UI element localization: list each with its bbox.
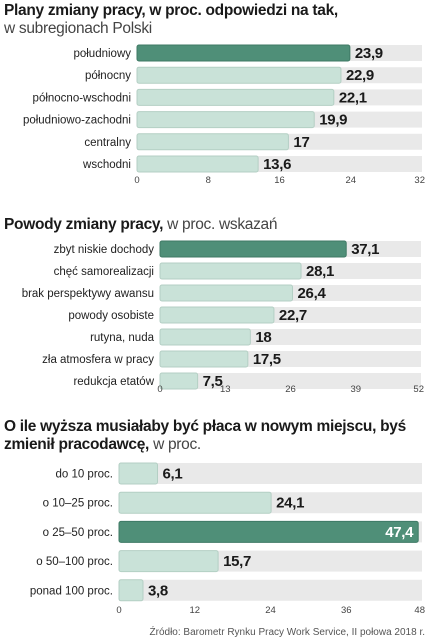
value-label: 23,9	[355, 45, 383, 62]
chart-title-text: O ile wyższa musiałaby być płaca w nowym…	[4, 418, 406, 453]
category-label: chęć samorealizacji	[54, 266, 154, 278]
value-label: 13,6	[263, 156, 291, 173]
category-label: o 50–100 proc.	[36, 556, 113, 568]
tick-label: 52	[413, 384, 424, 395]
category-label: południowo-zachodni	[23, 115, 131, 127]
bar	[159, 306, 275, 324]
value-label: 22,1	[339, 89, 367, 106]
bar	[159, 262, 302, 280]
value-label: 6,1	[163, 466, 183, 483]
chart-title-text: Powody zmiany pracy,	[4, 216, 164, 233]
bar	[159, 328, 251, 346]
category-label: wschodni	[82, 159, 131, 171]
value-label: 22,7	[279, 307, 307, 324]
value-label: 7,5	[203, 373, 223, 390]
category-label: o 10–25 proc.	[43, 498, 113, 510]
value-label: 28,1	[306, 263, 334, 280]
bar-chart-reasons: zbyt niskie dochody 37,1 chęć samorealizac…	[22, 240, 424, 395]
value-label: 24,1	[276, 495, 304, 512]
bar	[136, 88, 335, 106]
chart-subtitle: w subregionach Polski	[4, 20, 152, 37]
tick-label: 39	[350, 384, 361, 395]
category-label: zła atmosfera w pracy	[42, 354, 154, 366]
tick-label: 12	[189, 605, 200, 616]
bar	[118, 520, 419, 543]
value-label: 19,9	[319, 112, 347, 129]
tick-label: 32	[414, 175, 425, 186]
bar	[136, 133, 289, 151]
category-label: do 10 proc.	[55, 469, 113, 481]
bar	[136, 66, 342, 84]
value-label: 37,1	[351, 241, 379, 258]
bar	[159, 240, 347, 258]
value-label: 17,5	[253, 351, 281, 368]
category-label: północno-wschodni	[33, 92, 131, 104]
chart-title: O ile wyższa musiałaby być płaca w nowym…	[4, 418, 429, 454]
tick-label: 13	[220, 384, 231, 395]
value-label: 17	[293, 134, 309, 151]
bar	[159, 284, 294, 302]
bar	[136, 111, 315, 129]
bar	[136, 155, 259, 173]
bar	[118, 462, 159, 485]
tick-label: 24	[345, 175, 356, 186]
chart-subtitle: w proc. wskazań	[167, 216, 278, 233]
tick-label: 24	[265, 605, 276, 616]
tick-label: 8	[206, 175, 211, 186]
chart-salary: O ile wyższa musiałaby być płaca w nowym…	[4, 418, 429, 616]
chart-subtitle: w proc.	[153, 436, 201, 453]
chart-title: Plany zmiany pracy, w proc. odpowiedzi n…	[4, 2, 338, 38]
category-label: zbyt niskie dochody	[54, 244, 155, 256]
bar	[118, 579, 144, 602]
tick-label: 0	[157, 384, 162, 395]
bar-chart-subregions: południowy 23,9 północny 22,9 północno-wscho…	[23, 44, 425, 186]
value-label: 47,4	[385, 524, 414, 541]
bar	[136, 44, 351, 62]
value-label: 15,7	[223, 553, 251, 570]
category-label: brak perspektywy awansu	[22, 288, 154, 300]
chart-title-text: Plany zmiany pracy, w proc. odpowiedzi n…	[4, 2, 338, 19]
tick-label: 16	[274, 175, 285, 186]
value-label: 3,8	[148, 582, 168, 599]
category-label: redukcja etatów	[73, 376, 154, 388]
value-label: 22,9	[346, 67, 374, 84]
source-note: Źródło: Barometr Rynku Pracy Work Servic…	[149, 627, 425, 638]
chart-subregions: Plany zmiany pracy, w proc. odpowiedzi n…	[0, 0, 429, 190]
chart-title: Powody zmiany pracy, w proc. wskazań	[4, 216, 278, 234]
category-label: powody osobiste	[68, 310, 154, 322]
bar-chart-salary: do 10 proc. 6,1 o 10–25 proc. 24,1 o 25–50 p…	[30, 462, 425, 616]
tick-label: 36	[341, 605, 352, 616]
category-label: południowy	[73, 48, 131, 60]
value-label: 18	[255, 329, 271, 346]
bar	[118, 550, 219, 573]
chart-reasons: Powody zmiany pracy, w proc. wskazań zby…	[4, 216, 424, 395]
category-label: rutyna, nuda	[90, 332, 155, 344]
category-label: centralny	[84, 137, 131, 149]
bar-track	[119, 579, 422, 601]
tick-label: 26	[285, 384, 296, 395]
tick-label: 0	[134, 175, 139, 186]
bar-track	[119, 463, 422, 484]
bar	[159, 372, 199, 390]
category-label: o 25–50 proc.	[43, 527, 113, 539]
tick-label: 0	[116, 605, 121, 616]
bar	[159, 350, 249, 368]
bar	[118, 491, 272, 514]
tick-label: 48	[414, 605, 425, 616]
bar-track	[160, 373, 421, 389]
value-label: 26,4	[298, 285, 327, 302]
category-label: ponad 100 proc.	[30, 585, 113, 597]
category-label: północny	[85, 70, 131, 82]
